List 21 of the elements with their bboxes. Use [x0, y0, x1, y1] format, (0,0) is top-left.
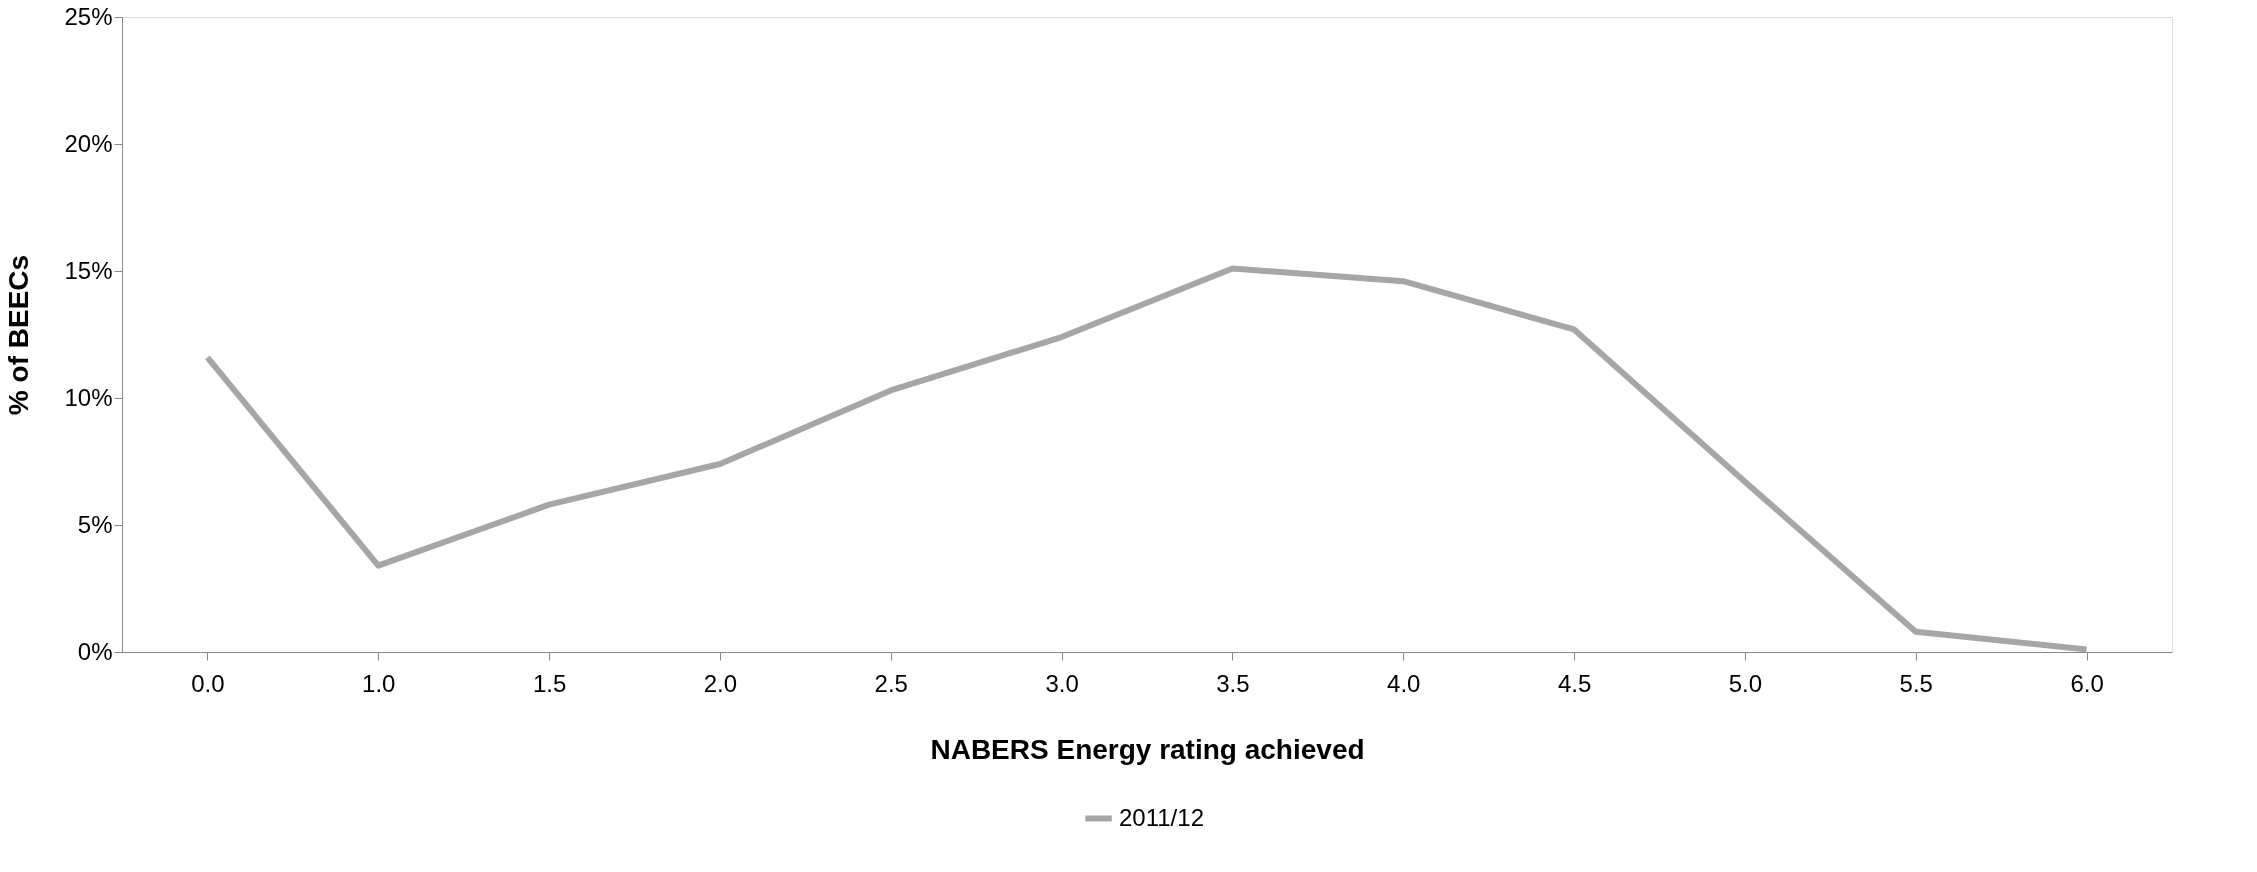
x-tick-label: 6.0: [2070, 669, 2104, 697]
y-tick-label: 0%: [77, 637, 113, 665]
y-tick-label: 20%: [64, 129, 113, 157]
x-tick-label: 4.0: [1387, 669, 1421, 697]
x-tick-label: 1.0: [362, 669, 396, 697]
x-tick-label: 5.5: [1899, 669, 1933, 697]
x-tick-label: 3.0: [1045, 669, 1079, 697]
x-tick-label: 2.5: [874, 669, 908, 697]
y-tick-label: 25%: [64, 2, 113, 30]
x-tick-label: 0.0: [191, 669, 225, 697]
x-axis-title: NABERS Energy rating achieved: [930, 733, 1365, 765]
x-tick-label: 1.5: [532, 669, 567, 697]
x-tick-label: 5.0: [1728, 669, 1763, 697]
x-tick-label: 2.0: [703, 669, 738, 697]
x-tick-label: 4.5: [1557, 669, 1592, 697]
legend-label: 2011/12: [1119, 803, 1204, 831]
y-tick-label: 15%: [64, 256, 113, 284]
x-tick-label: 3.5: [1216, 669, 1250, 697]
y-axis-title: % of BEECs: [3, 254, 35, 416]
y-tick-label: 5%: [77, 510, 113, 538]
y-tick-label: 10%: [64, 383, 113, 411]
